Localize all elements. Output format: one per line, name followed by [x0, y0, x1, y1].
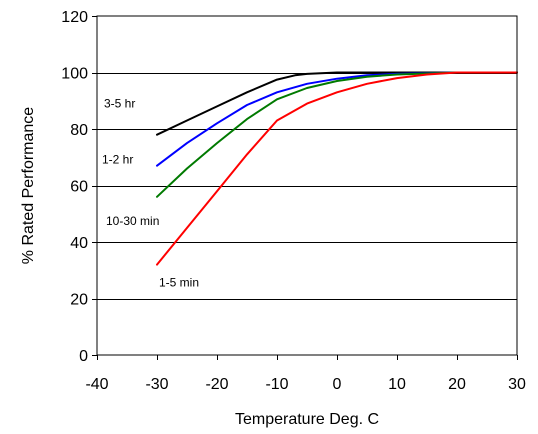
y-tick-label: 0 — [79, 348, 88, 365]
series-line-2 — [156, 71, 518, 198]
x-tick-label: -20 — [205, 376, 228, 393]
plot-frame — [96, 15, 518, 356]
series-label: 1-5 min — [159, 276, 199, 290]
series-label: 3-5 hr — [104, 97, 135, 111]
tick-layer — [92, 16, 518, 360]
series-line-1 — [156, 71, 518, 167]
grid-layer — [97, 73, 517, 300]
series-label: 10-30 min — [106, 214, 159, 228]
series-line-0 — [156, 71, 518, 136]
x-tick-label: 20 — [448, 376, 466, 393]
y-tick-label: 40 — [70, 235, 88, 252]
x-axis-title: Temperature Deg. C — [235, 411, 379, 428]
y-axis-title: % Rated Performance — [20, 107, 37, 265]
y-tick-label: 60 — [70, 179, 88, 196]
series-layer — [156, 71, 518, 266]
y-tick-label: 20 — [70, 292, 88, 309]
x-tick-label: 10 — [388, 376, 406, 393]
x-tick-label: -10 — [265, 376, 288, 393]
x-tick-label: 30 — [508, 376, 526, 393]
y-tick-label: 80 — [70, 122, 88, 139]
series-line-3 — [156, 71, 518, 266]
x-tick-label: -40 — [85, 376, 108, 393]
y-tick-label: 100 — [61, 66, 88, 83]
series-label: 1-2 hr — [102, 153, 133, 167]
x-tick-label: 0 — [333, 376, 342, 393]
y-tick-label: 120 — [61, 9, 88, 26]
x-tick-label: -30 — [145, 376, 168, 393]
label-layer: 0 20 40 60 80 100 120 -40 -30 -20 -10 0 10 20 30 3-5 hr… — [61, 9, 526, 393]
